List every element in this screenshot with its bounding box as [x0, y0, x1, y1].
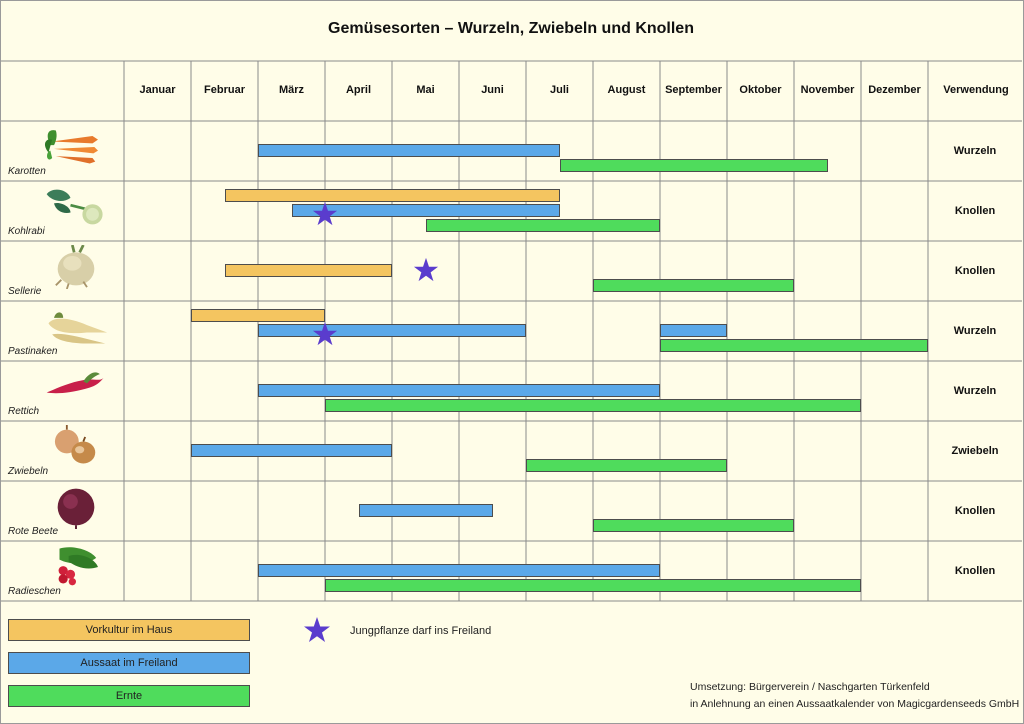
bar-ernte — [559, 159, 828, 172]
vegetable-name: Sellerie — [8, 286, 42, 297]
bar-vorkultur — [191, 309, 325, 322]
legend-ernte: Ernte — [8, 685, 250, 707]
bar-aussaat — [291, 204, 560, 217]
legend-aussaat: Aussaat im Freiland — [8, 652, 250, 674]
bar-aussaat — [191, 444, 392, 457]
vegetable-name: Kohlrabi — [8, 226, 45, 237]
radish-icon — [46, 372, 104, 394]
credit-line-1: Umsetzung: Bürgerverein / Naschgarten Tü… — [690, 681, 930, 693]
month-label-2: Februar — [204, 84, 245, 96]
parsnip-icon — [48, 312, 108, 344]
month-label-1: Januar — [139, 84, 176, 96]
vegetable-name: Rote Beete — [8, 526, 59, 537]
chart-title: Gemüsesorten – Wurzeln, Zwiebeln und Kno… — [328, 20, 694, 37]
month-label-4: April — [345, 84, 372, 96]
vegetable-name: Zwiebeln — [8, 466, 49, 477]
legend-vorkultur: Vorkultur im Haus — [8, 619, 250, 641]
beetroot-icon — [57, 488, 95, 529]
month-label-8: August — [607, 84, 646, 96]
usage-label: Knollen — [954, 565, 996, 577]
star-marker — [312, 201, 338, 226]
month-label-9: September — [665, 84, 722, 96]
month-label-10: Oktober — [739, 84, 782, 96]
carrot-icon — [44, 130, 98, 164]
usage-label: Knollen — [954, 265, 996, 277]
star-marker — [312, 321, 338, 346]
bar-vorkultur — [224, 189, 560, 202]
usage-label: Wurzeln — [953, 325, 997, 337]
celeriac-icon — [55, 245, 95, 289]
bar-vorkultur — [224, 264, 392, 277]
star-marker — [413, 257, 438, 282]
bar-ernte — [425, 219, 660, 232]
bar-aussaat — [358, 504, 493, 517]
bar-ernte — [325, 579, 861, 592]
bar-ernte — [660, 339, 928, 352]
credit-line-2: in Anlehnung an einen Aussaatkalender vo… — [690, 698, 1020, 710]
bar-ernte — [325, 399, 861, 412]
month-label-3: März — [278, 84, 305, 96]
bar-aussaat — [258, 384, 660, 397]
legend-star-icon — [304, 617, 330, 642]
red-radish-icon — [58, 547, 98, 586]
bar-aussaat — [258, 324, 526, 337]
bar-ernte — [593, 519, 794, 532]
bar-ernte — [526, 459, 727, 472]
onion-icon — [54, 425, 96, 464]
vegetable-name: Radieschen — [8, 586, 61, 597]
bar-aussaat — [258, 144, 560, 157]
usage-label: Zwiebeln — [951, 445, 999, 457]
bar-ernte — [593, 279, 794, 292]
usage-label: Wurzeln — [953, 145, 997, 157]
usage-label: Knollen — [954, 505, 996, 517]
month-label-6: Juni — [481, 84, 504, 96]
month-label-5: Mai — [416, 84, 435, 96]
vegetable-name: Rettich — [8, 406, 40, 417]
month-label-12: Dezember — [868, 84, 921, 96]
month-label-7: Juli — [550, 84, 569, 96]
use-column-header: Verwendung — [943, 84, 1009, 96]
usage-label: Knollen — [954, 205, 996, 217]
vegetable-name: Pastinaken — [8, 346, 58, 357]
bar-aussaat — [258, 564, 660, 577]
month-label-11: November — [800, 84, 855, 96]
legend-star-label: Jungpflanze darf ins Freiland — [350, 625, 492, 637]
kohlrabi-icon — [46, 189, 103, 225]
bar-aussaat — [660, 324, 727, 337]
usage-label: Wurzeln — [953, 385, 997, 397]
vegetable-name: Karotten — [8, 166, 46, 177]
